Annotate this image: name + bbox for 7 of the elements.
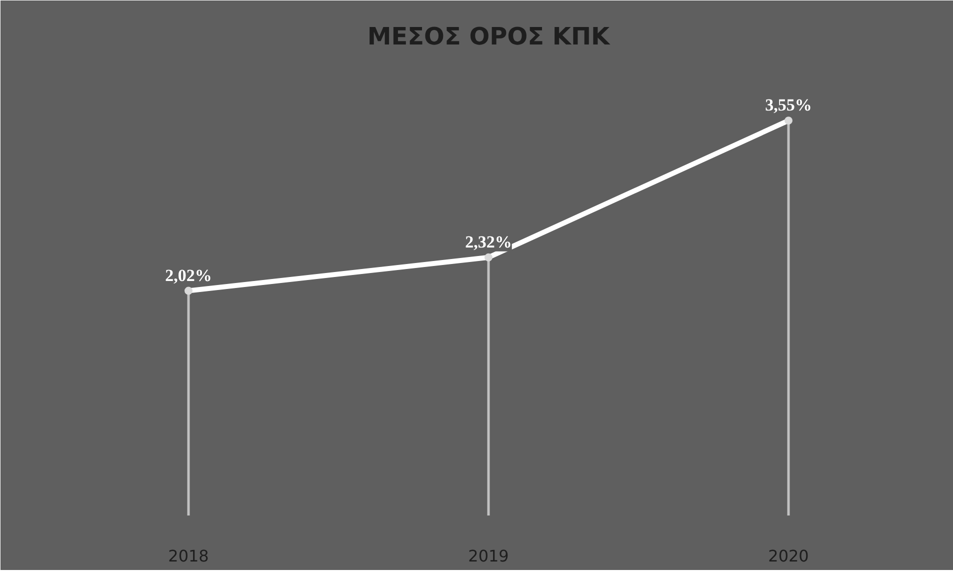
x-tick-label: 2018	[168, 546, 209, 566]
data-label: 2,32%	[465, 232, 512, 252]
data-label: 3,55%	[765, 96, 812, 115]
data-label: 2,02%	[165, 266, 212, 285]
x-tick-label: 2019	[468, 546, 509, 566]
x-tick-label: 2020	[768, 546, 809, 566]
chart-title: ΜΕΣΟΣ ΟΡΟΣ ΚΠΚ	[367, 22, 612, 50]
